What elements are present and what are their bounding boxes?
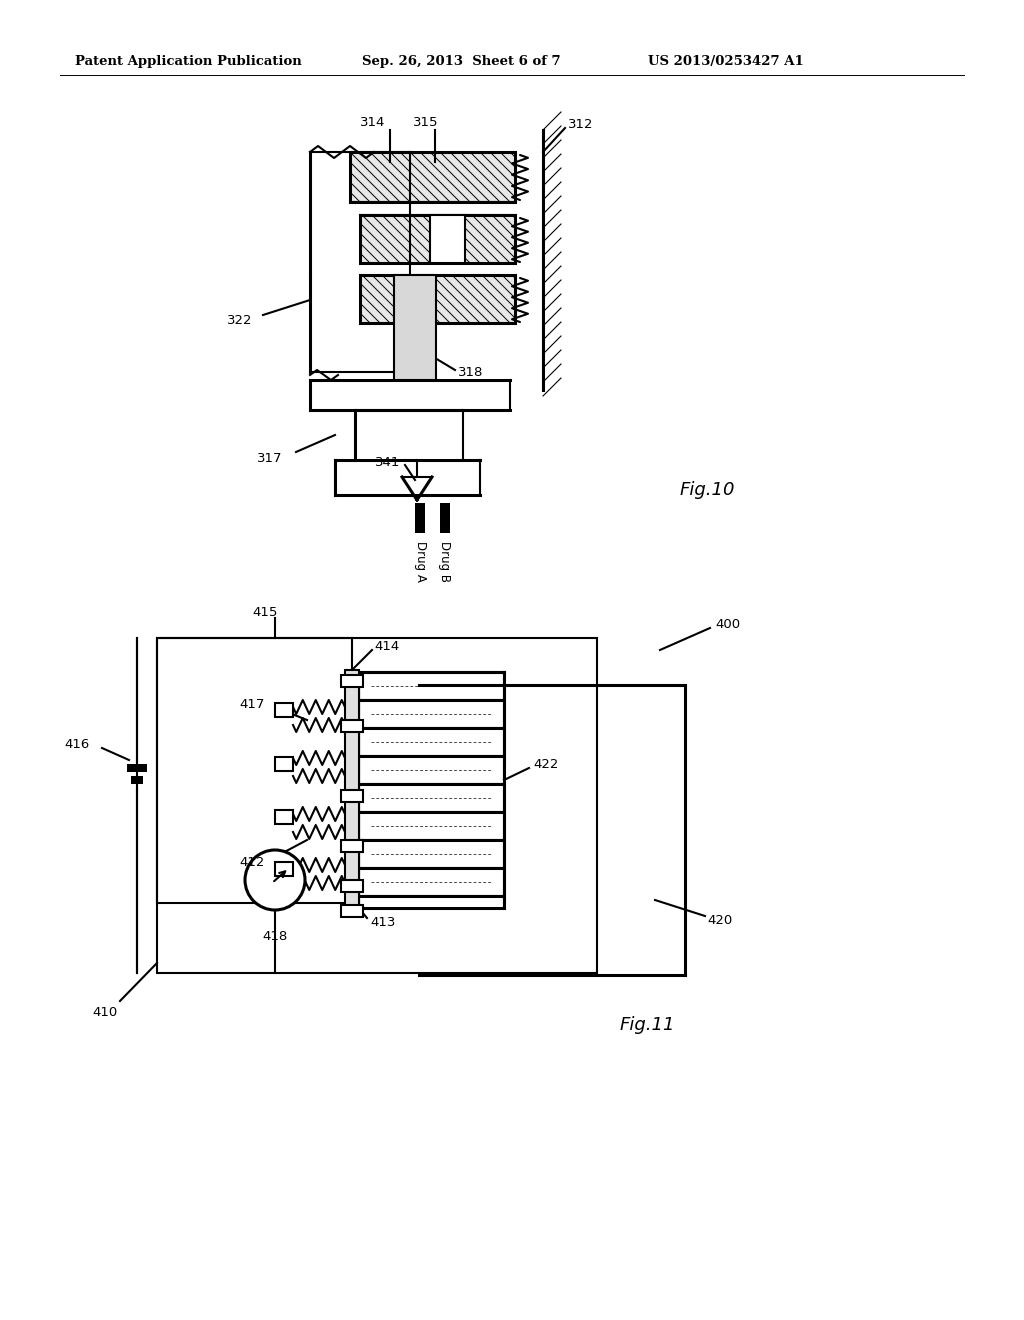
Text: 417: 417 <box>240 698 264 711</box>
Text: 341: 341 <box>376 455 400 469</box>
Bar <box>345 671 359 909</box>
Bar <box>275 810 293 824</box>
Bar <box>275 862 293 876</box>
Bar <box>440 503 450 533</box>
Text: 420: 420 <box>707 913 732 927</box>
Bar <box>350 152 515 202</box>
Bar <box>341 840 362 851</box>
Bar <box>360 215 515 263</box>
Text: 422: 422 <box>534 758 558 771</box>
Bar <box>415 503 425 533</box>
Text: 415: 415 <box>252 606 278 619</box>
Bar <box>360 275 515 323</box>
Bar <box>131 776 143 784</box>
Bar <box>275 704 293 717</box>
Text: Drug B: Drug B <box>438 541 452 582</box>
Bar <box>341 719 362 733</box>
Circle shape <box>245 850 305 909</box>
Bar <box>341 675 362 686</box>
Bar <box>341 789 362 803</box>
Bar <box>157 638 597 973</box>
Text: 312: 312 <box>568 117 594 131</box>
Text: Drug A: Drug A <box>414 541 427 582</box>
Text: 412: 412 <box>240 855 264 869</box>
Bar <box>394 275 436 380</box>
Text: 410: 410 <box>92 1006 118 1019</box>
Bar <box>360 215 515 263</box>
Text: 414: 414 <box>374 639 399 652</box>
Text: 317: 317 <box>257 451 283 465</box>
Text: 322: 322 <box>227 314 253 326</box>
Text: Patent Application Publication: Patent Application Publication <box>75 55 302 69</box>
Bar <box>127 764 147 772</box>
Text: Sep. 26, 2013  Sheet 6 of 7: Sep. 26, 2013 Sheet 6 of 7 <box>362 55 560 69</box>
Text: 416: 416 <box>65 738 90 751</box>
Bar <box>394 275 436 380</box>
Bar <box>275 756 293 771</box>
Bar <box>345 671 359 909</box>
Text: 318: 318 <box>458 367 483 380</box>
Text: 314: 314 <box>360 116 386 128</box>
Text: Fig.11: Fig.11 <box>620 1016 676 1034</box>
Bar <box>350 152 515 202</box>
Text: 418: 418 <box>262 931 288 942</box>
Text: Fig.10: Fig.10 <box>680 480 735 499</box>
Bar <box>157 638 352 903</box>
Text: 413: 413 <box>370 916 395 928</box>
Bar <box>360 275 515 323</box>
Text: US 2013/0253427 A1: US 2013/0253427 A1 <box>648 55 804 69</box>
Text: 315: 315 <box>414 116 438 128</box>
Bar <box>341 880 362 892</box>
Bar <box>341 906 362 917</box>
Bar <box>430 215 465 263</box>
Text: 400: 400 <box>715 618 740 631</box>
